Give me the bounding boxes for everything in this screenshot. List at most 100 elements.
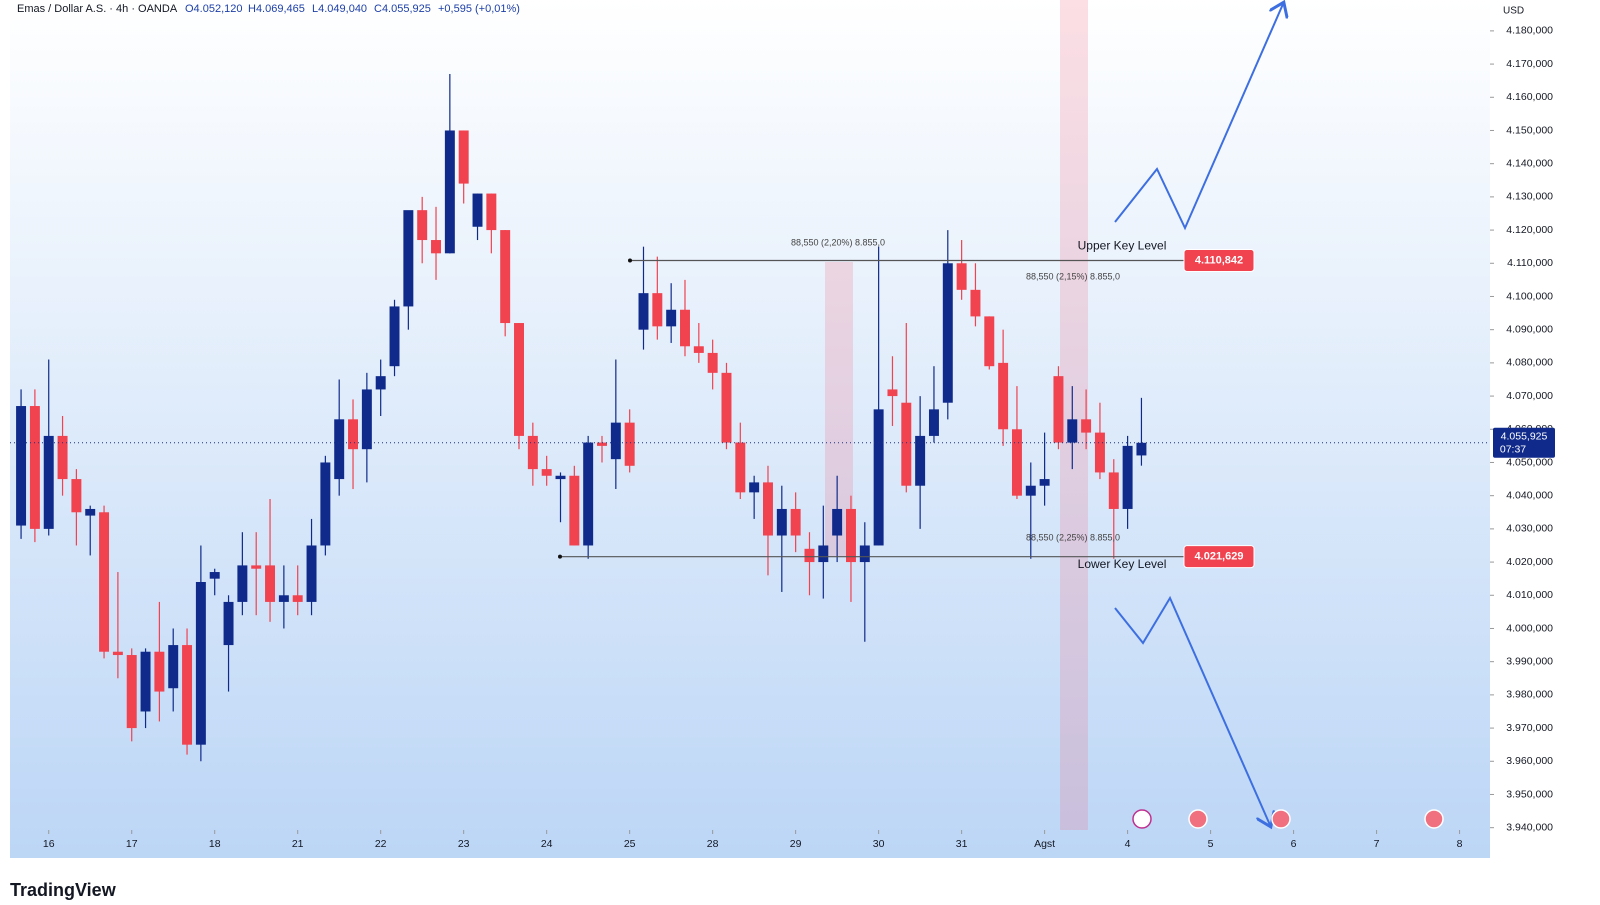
candle-body: [514, 323, 524, 436]
candle-body: [1122, 445, 1133, 509]
key-level-value: 4.110,842: [1195, 254, 1243, 266]
candle-body: [458, 130, 469, 184]
y-tick-label: 4.050,000: [1506, 456, 1553, 468]
candle-body: [859, 545, 870, 563]
candle-body: [1067, 419, 1078, 443]
x-tick-label: 8: [1457, 838, 1463, 850]
candle-body: [1136, 442, 1147, 456]
x-tick-label: 22: [375, 838, 387, 850]
candle-body: [652, 293, 663, 327]
x-tick-label: 17: [126, 838, 138, 850]
candle-body: [984, 316, 995, 367]
candle-body: [417, 210, 428, 241]
y-tick-label: 4.110,000: [1507, 257, 1553, 269]
y-tick-label: 4.100,000: [1506, 290, 1553, 302]
x-tick-label: 6: [1291, 838, 1297, 850]
highlight-band: [1060, 0, 1088, 830]
key-level-tag: [1183, 545, 1255, 569]
candle-body: [721, 372, 732, 443]
y-tick-label: 4.040,000: [1506, 489, 1553, 501]
x-tick-label: 23: [458, 838, 470, 850]
ohlc-label: O4.052,120: [185, 3, 243, 15]
candle-body: [500, 230, 511, 324]
candle-body: [292, 595, 303, 602]
candle-body: [901, 402, 912, 486]
candle-body: [555, 475, 566, 480]
candle-body: [431, 240, 441, 254]
candle-body: [85, 508, 96, 516]
candle-body: [873, 409, 884, 546]
y-tick-label: 4.120,000: [1506, 224, 1553, 236]
y-tick-label: 4.170,000: [1506, 58, 1553, 70]
candle-body: [209, 572, 220, 579]
candle-body: [887, 389, 898, 397]
event-icon[interactable]: [1132, 809, 1152, 829]
candle-body: [790, 508, 801, 536]
event-icons: [1132, 809, 1444, 829]
candle-body: [306, 545, 317, 602]
candle-body: [804, 548, 815, 563]
ohlc-label: L4.049,040: [312, 3, 367, 15]
candle-body: [237, 565, 248, 602]
key-level-tag: [1183, 248, 1255, 272]
candle-body: [112, 651, 123, 656]
candle-body: [126, 655, 137, 729]
event-icon[interactable]: [1271, 809, 1291, 829]
x-tick-label: 29: [790, 838, 802, 850]
y-tick-label: 3.960,000: [1506, 755, 1553, 767]
y-tick-label: 4.070,000: [1506, 390, 1553, 402]
ohlc-label: C4.055,925: [374, 3, 431, 15]
down-scenario-arrow: [1114, 595, 1270, 825]
candle-body: [818, 545, 829, 563]
candle-body: [735, 442, 746, 493]
candle-body: [348, 419, 359, 450]
candle-body: [444, 130, 455, 254]
measure-label: 88,550 (2,25%) 8.855,0: [1026, 532, 1120, 542]
ohlc-label: H4.069,465: [248, 3, 305, 15]
candle-body: [527, 435, 538, 470]
y-tick-label: 3.970,000: [1506, 722, 1553, 734]
candle-body: [154, 651, 165, 692]
y-tick-label: 4.150,000: [1506, 124, 1553, 136]
y-tick-label: 3.980,000: [1506, 689, 1553, 701]
candle-body: [223, 601, 234, 646]
key-level-anchor: [558, 554, 562, 559]
candle-body: [403, 210, 414, 307]
candle-body: [389, 306, 400, 367]
candle-body: [666, 309, 677, 327]
candle-body: [832, 508, 843, 536]
candle-body: [776, 508, 787, 536]
candle-body: [1053, 376, 1064, 443]
candle-body: [693, 346, 704, 353]
y-tick-label: 4.090,000: [1506, 323, 1553, 335]
candle-body: [998, 362, 1009, 430]
y-tick-label: 4.080,000: [1506, 357, 1553, 369]
candle-body: [638, 293, 649, 330]
candle-body: [57, 435, 68, 480]
y-tick-label: 4.020,000: [1506, 556, 1553, 568]
candle-body: [486, 193, 497, 231]
candle-body: [707, 352, 718, 373]
candle-body: [1108, 472, 1119, 509]
x-tick-label: 25: [624, 838, 636, 850]
event-icon[interactable]: [1188, 809, 1208, 829]
y-tick-label: 4.000,000: [1506, 622, 1553, 634]
candle-body: [472, 193, 483, 227]
candle-body: [624, 422, 635, 466]
event-icon[interactable]: [1424, 809, 1444, 829]
candle-body: [928, 409, 939, 436]
x-tick-label: 18: [209, 838, 221, 850]
y-tick-label: 4.010,000: [1506, 589, 1553, 601]
y-tick-label: 3.950,000: [1506, 788, 1553, 800]
highlight-band: [825, 262, 853, 557]
candle-body: [16, 406, 27, 526]
candle-body: [320, 462, 331, 546]
candle-body: [956, 263, 967, 290]
key-level-name: Lower Key Level: [1078, 557, 1167, 571]
candle-body: [182, 645, 193, 745]
candle-body: [1039, 479, 1050, 486]
ohlc-label: +0,595 (+0,01%): [438, 3, 520, 15]
candle-body: [763, 482, 773, 536]
